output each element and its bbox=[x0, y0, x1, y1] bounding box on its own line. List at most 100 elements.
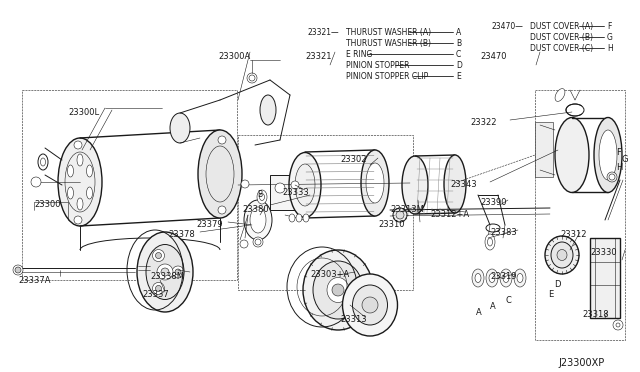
Text: H: H bbox=[607, 44, 612, 53]
Text: 23390: 23390 bbox=[480, 198, 506, 207]
Text: A: A bbox=[456, 28, 461, 37]
Text: 23303+A: 23303+A bbox=[310, 270, 349, 279]
Ellipse shape bbox=[551, 242, 573, 268]
Ellipse shape bbox=[517, 273, 523, 282]
Text: 23319: 23319 bbox=[490, 272, 516, 281]
Ellipse shape bbox=[303, 250, 373, 330]
Ellipse shape bbox=[296, 214, 302, 222]
Bar bbox=[138, 262, 150, 276]
Ellipse shape bbox=[146, 244, 184, 299]
Circle shape bbox=[175, 269, 181, 275]
Text: 23312: 23312 bbox=[560, 230, 586, 239]
Ellipse shape bbox=[594, 118, 622, 192]
Text: 23322: 23322 bbox=[470, 118, 497, 127]
Circle shape bbox=[31, 177, 41, 187]
Text: 23337A: 23337A bbox=[18, 276, 51, 285]
Ellipse shape bbox=[289, 214, 295, 222]
Ellipse shape bbox=[77, 198, 83, 210]
Text: E: E bbox=[456, 72, 461, 81]
Text: D: D bbox=[554, 280, 561, 289]
Text: 23312+A: 23312+A bbox=[430, 210, 469, 219]
Text: PINION STOPPER CLIP: PINION STOPPER CLIP bbox=[346, 72, 428, 81]
Text: 23379: 23379 bbox=[196, 220, 223, 229]
Circle shape bbox=[156, 253, 161, 259]
Text: B: B bbox=[257, 190, 262, 199]
Ellipse shape bbox=[206, 146, 234, 202]
Text: 23333: 23333 bbox=[282, 188, 308, 197]
Text: 23302: 23302 bbox=[340, 155, 367, 164]
Circle shape bbox=[156, 285, 161, 291]
Ellipse shape bbox=[244, 200, 272, 240]
Ellipse shape bbox=[396, 211, 404, 219]
Ellipse shape bbox=[545, 236, 579, 274]
Circle shape bbox=[161, 268, 169, 276]
Ellipse shape bbox=[67, 187, 74, 199]
Ellipse shape bbox=[557, 250, 567, 260]
Text: 23300L: 23300L bbox=[68, 108, 99, 117]
Ellipse shape bbox=[250, 207, 266, 233]
Circle shape bbox=[291, 181, 299, 189]
Circle shape bbox=[240, 240, 248, 248]
Circle shape bbox=[609, 174, 615, 180]
Circle shape bbox=[218, 136, 226, 144]
Circle shape bbox=[15, 267, 21, 273]
Circle shape bbox=[616, 323, 620, 327]
Text: J23300XP: J23300XP bbox=[558, 358, 604, 368]
Circle shape bbox=[275, 183, 285, 193]
Ellipse shape bbox=[488, 238, 493, 246]
Text: PINION STOPPER: PINION STOPPER bbox=[346, 61, 410, 70]
Ellipse shape bbox=[566, 104, 584, 116]
Ellipse shape bbox=[38, 154, 48, 170]
Circle shape bbox=[74, 216, 82, 224]
Circle shape bbox=[172, 266, 184, 278]
Bar bbox=[270, 175, 302, 210]
Ellipse shape bbox=[444, 155, 466, 213]
Text: DUST COVER (A): DUST COVER (A) bbox=[530, 22, 593, 31]
Ellipse shape bbox=[58, 138, 102, 226]
Ellipse shape bbox=[77, 154, 83, 166]
Text: H: H bbox=[616, 163, 622, 172]
Text: G: G bbox=[607, 33, 613, 42]
Text: DUST COVER (B): DUST COVER (B) bbox=[530, 33, 593, 42]
Ellipse shape bbox=[489, 273, 495, 282]
Circle shape bbox=[255, 239, 261, 245]
Text: THURUST WASHER (A): THURUST WASHER (A) bbox=[346, 28, 431, 37]
Text: D: D bbox=[456, 61, 462, 70]
Ellipse shape bbox=[86, 165, 93, 177]
Circle shape bbox=[157, 264, 173, 280]
Circle shape bbox=[332, 284, 344, 296]
Text: 23318: 23318 bbox=[582, 310, 609, 319]
Text: F: F bbox=[616, 148, 621, 157]
Circle shape bbox=[607, 172, 617, 182]
Ellipse shape bbox=[366, 163, 384, 203]
Ellipse shape bbox=[503, 273, 509, 282]
Ellipse shape bbox=[361, 150, 389, 216]
Text: 23330: 23330 bbox=[590, 248, 616, 257]
Ellipse shape bbox=[313, 261, 363, 319]
Text: 23378: 23378 bbox=[168, 230, 195, 239]
Text: 23383: 23383 bbox=[490, 228, 516, 237]
Ellipse shape bbox=[303, 214, 309, 222]
Circle shape bbox=[13, 265, 23, 275]
Text: A: A bbox=[476, 308, 482, 317]
Text: 23380: 23380 bbox=[242, 205, 269, 214]
Circle shape bbox=[249, 75, 255, 81]
Text: F: F bbox=[607, 22, 611, 31]
Circle shape bbox=[613, 320, 623, 330]
Text: THURUST WASHER (B): THURUST WASHER (B) bbox=[346, 39, 431, 48]
Ellipse shape bbox=[402, 156, 428, 214]
Text: 23470—: 23470— bbox=[492, 22, 524, 31]
Ellipse shape bbox=[67, 165, 74, 177]
Circle shape bbox=[152, 250, 164, 262]
Ellipse shape bbox=[353, 285, 387, 325]
Text: E RING: E RING bbox=[346, 50, 372, 59]
Text: C: C bbox=[505, 296, 511, 305]
Ellipse shape bbox=[393, 208, 407, 222]
Ellipse shape bbox=[295, 164, 315, 206]
Ellipse shape bbox=[555, 118, 589, 192]
Ellipse shape bbox=[170, 113, 190, 143]
Ellipse shape bbox=[486, 224, 500, 232]
Circle shape bbox=[241, 180, 249, 188]
Ellipse shape bbox=[257, 190, 267, 204]
Ellipse shape bbox=[472, 269, 484, 287]
